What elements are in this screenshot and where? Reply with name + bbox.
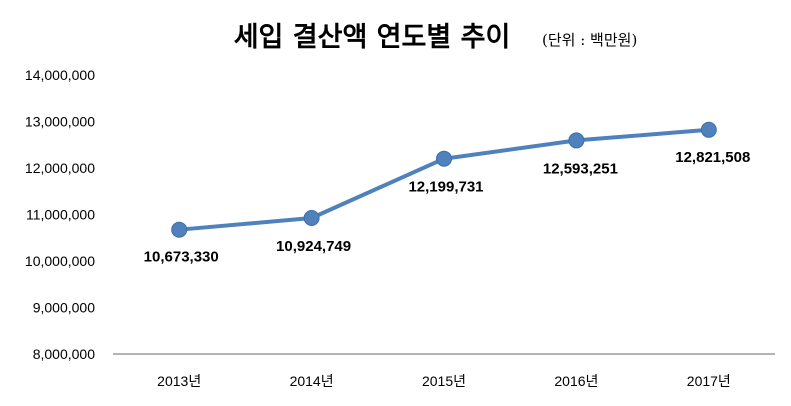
y-tick-label: 10,000,000: [25, 253, 95, 269]
data-point-marker: [568, 132, 585, 149]
data-point-marker: [303, 209, 320, 226]
y-tick-label: 13,000,000: [25, 114, 95, 130]
chart-unit-note: (단위 : 백만원): [542, 31, 637, 49]
x-axis-ticks: 2013년 2014년 2015년 2016년 2017년: [157, 373, 731, 389]
data-point-marker: [171, 221, 188, 238]
y-tick-label: 12,000,000: [25, 160, 95, 176]
data-label: 12,199,731: [408, 179, 483, 196]
series-group: [171, 121, 717, 238]
data-point-marker: [436, 150, 452, 167]
y-tick-label: 8,000,000: [33, 346, 95, 362]
x-tick-label: 2017년: [687, 373, 731, 389]
data-label: 10,924,749: [276, 238, 351, 255]
x-tick-label: 2014년: [290, 373, 334, 389]
data-label: 12,821,508: [675, 149, 750, 166]
x-tick-label: 2013년: [157, 373, 201, 389]
y-tick-label: 14,000,000: [25, 67, 95, 83]
x-tick-label: 2016년: [554, 373, 598, 389]
y-axis-ticks: 8,000,000 9,000,000 10,000,000 11,000,000 12…: [25, 67, 95, 362]
data-point-marker: [700, 121, 717, 138]
chart-title: 세입 결산액 연도별 추이: [234, 22, 511, 53]
data-labels: 10,673,330 10,924,749 12,199,731 12,593,251…: [144, 149, 751, 266]
y-tick-label: 9,000,000: [33, 300, 95, 316]
y-tick-label: 11,000,000: [26, 207, 95, 223]
data-label: 10,673,330: [144, 249, 219, 266]
x-tick-label: 2015년: [422, 373, 466, 389]
data-label: 12,593,251: [543, 160, 618, 177]
